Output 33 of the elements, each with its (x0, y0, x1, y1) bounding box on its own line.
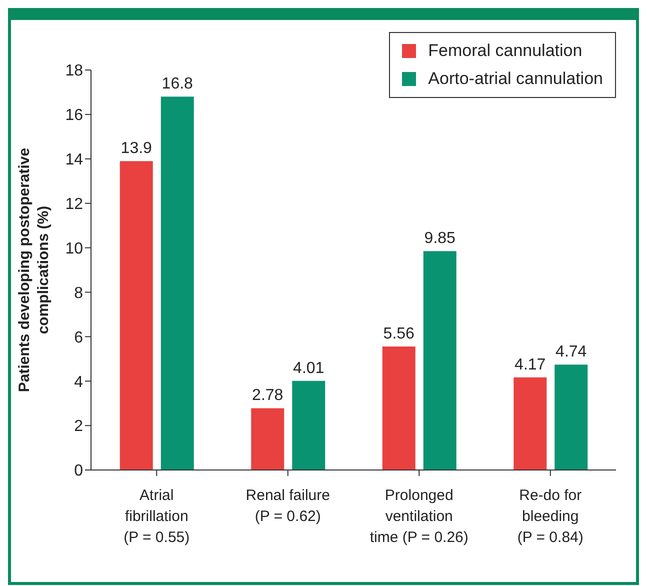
bar (514, 377, 547, 470)
bar (382, 346, 416, 470)
y-tick-label: 10 (65, 240, 84, 258)
data-label: 16.8 (162, 76, 194, 93)
x-tick-label: Re-do for bleeding (P = 0.84) (517, 487, 584, 546)
data-label: 9.85 (424, 230, 456, 248)
y-tick-label: 18 (65, 62, 84, 80)
x-tick-label: Atrial fibrillation (P = 0.55) (124, 487, 190, 546)
bar (554, 364, 588, 470)
bar (292, 380, 326, 470)
bar (160, 96, 194, 470)
bar (120, 161, 153, 470)
bar (423, 251, 456, 470)
data-label: 4.17 (514, 356, 546, 374)
y-tick-label: 12 (65, 196, 84, 214)
y-tick-label: 16 (65, 107, 84, 124)
data-label: 4.01 (293, 360, 324, 377)
x-tick-label: Prolonged ventilation time (P = 0.26) (370, 487, 468, 546)
y-tick-label: 14 (65, 152, 84, 169)
y-axis-title: Patients developing postoperative complications (%) (16, 148, 52, 392)
y-tick-label: 2 (74, 418, 84, 436)
y-tick-label: 0 (74, 462, 84, 480)
data-label: 4.74 (556, 344, 587, 361)
bar (251, 408, 284, 470)
data-label: 5.56 (383, 325, 415, 342)
data-label: 13.9 (120, 140, 152, 158)
legend-label: Femoral cannulation (428, 40, 582, 62)
x-tick-label: Renal failure (P = 0.62) (246, 487, 330, 525)
data-label: 2.78 (252, 387, 284, 404)
legend-label: Aorto-atrial cannulation (428, 68, 603, 90)
y-tick-label: 4 (74, 374, 84, 391)
y-tick-label: 8 (74, 284, 84, 302)
y-tick-label: 6 (74, 329, 84, 346)
